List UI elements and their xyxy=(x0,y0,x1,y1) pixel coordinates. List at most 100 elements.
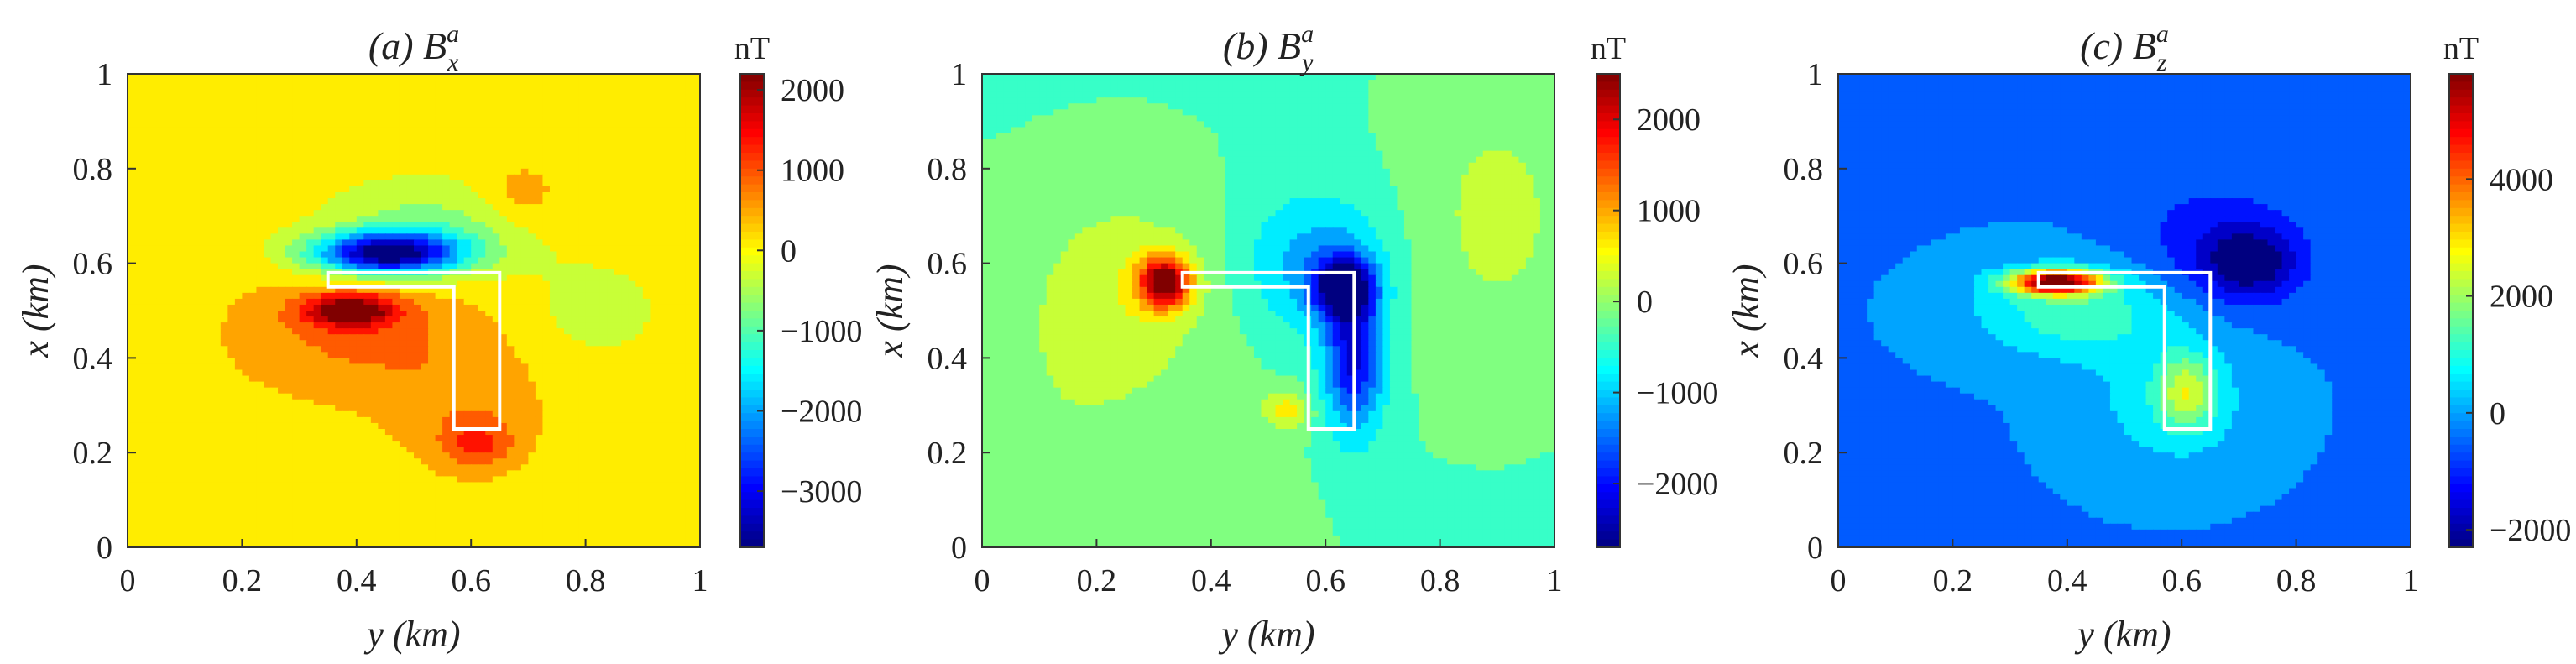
heatmap-cell xyxy=(242,292,250,300)
heatmap-cell xyxy=(270,292,279,300)
heatmap-cell xyxy=(492,168,501,175)
heatmap-cell xyxy=(671,405,680,412)
heatmap-cell xyxy=(535,280,544,288)
heatmap-cell xyxy=(285,311,293,317)
heatmap-cell xyxy=(628,322,637,329)
heatmap-cell xyxy=(442,204,451,211)
heatmap-cell xyxy=(692,286,700,294)
heatmap-cell xyxy=(406,127,415,134)
heatmap-cell xyxy=(220,251,229,259)
heatmap-cell xyxy=(442,180,451,187)
heatmap-cell xyxy=(234,441,243,447)
heatmap-cell xyxy=(256,216,264,223)
heatmap-cell xyxy=(685,150,694,158)
heatmap-cell xyxy=(206,340,215,348)
heatmap-cell xyxy=(685,381,694,389)
heatmap-cell xyxy=(463,292,472,300)
heatmap-cell xyxy=(128,180,136,187)
heatmap-cell xyxy=(185,274,193,282)
heatmap-cell xyxy=(506,121,515,128)
heatmap-cell xyxy=(542,227,551,235)
heatmap-cell xyxy=(213,86,222,92)
heatmap-cell xyxy=(599,369,608,377)
heatmap-cell xyxy=(163,334,171,342)
heatmap-cell xyxy=(492,198,501,205)
heatmap-cell xyxy=(449,74,457,81)
heatmap-cell xyxy=(321,162,329,170)
heatmap-cell xyxy=(485,245,494,253)
heatmap-cell xyxy=(199,222,207,229)
heatmap-cell xyxy=(499,162,508,170)
heatmap-cell xyxy=(549,435,558,442)
heatmap-cell xyxy=(514,204,522,211)
heatmap-cell xyxy=(227,316,236,323)
heatmap-cell xyxy=(378,144,386,152)
heatmap-cell xyxy=(170,210,179,217)
heatmap-cell xyxy=(142,405,150,412)
heatmap-cell xyxy=(535,192,544,199)
heatmap-cell xyxy=(256,127,264,134)
heatmap-cell xyxy=(363,304,372,311)
heatmap-cell xyxy=(599,358,608,365)
heatmap-cell xyxy=(306,91,315,98)
heatmap-cell xyxy=(614,263,623,270)
heatmap-cell xyxy=(642,387,651,395)
heatmap-cell xyxy=(134,103,143,111)
heatmap-cell xyxy=(156,245,165,253)
heatmap-cell xyxy=(457,387,465,395)
heatmap-cell xyxy=(199,251,207,259)
heatmap-cell xyxy=(650,251,658,259)
heatmap-cell xyxy=(621,139,630,146)
heatmap-cell xyxy=(399,239,408,247)
heatmap-cell xyxy=(177,316,186,323)
heatmap-cell xyxy=(628,316,637,323)
heatmap-cell xyxy=(671,416,680,424)
heatmap-cell xyxy=(256,375,264,383)
heatmap-cell xyxy=(485,91,494,98)
heatmap-cell xyxy=(206,263,215,270)
heatmap-cell xyxy=(406,369,415,377)
heatmap-cell xyxy=(170,186,179,193)
heatmap-cell xyxy=(664,334,672,342)
heatmap-cell xyxy=(585,174,593,181)
heatmap-cell xyxy=(349,316,358,323)
heatmap-cell xyxy=(299,168,307,175)
heatmap-cell xyxy=(614,399,623,406)
heatmap-cell xyxy=(421,192,429,199)
heatmap-cell xyxy=(399,150,408,158)
heatmap-cell xyxy=(499,180,508,187)
heatmap-cell xyxy=(656,192,666,199)
heatmap-cell xyxy=(248,233,258,241)
heatmap-cell xyxy=(514,393,522,400)
heatmap-cell xyxy=(593,239,601,247)
heatmap-cell xyxy=(242,375,250,383)
heatmap-cell xyxy=(321,280,329,288)
heatmap-cell xyxy=(542,387,551,395)
heatmap-cell xyxy=(520,410,530,418)
heatmap-cell xyxy=(499,239,508,247)
heatmap-cell xyxy=(299,316,307,323)
heatmap-cell xyxy=(134,239,143,247)
heatmap-cell xyxy=(349,375,358,383)
heatmap-cell xyxy=(206,192,215,199)
heatmap-cell xyxy=(692,97,700,105)
heatmap-cell xyxy=(299,180,307,187)
heatmap-cell xyxy=(349,227,358,235)
heatmap-cell xyxy=(671,156,680,164)
heatmap-cell xyxy=(134,322,143,329)
heatmap-cell xyxy=(471,387,479,395)
heatmap-cell xyxy=(270,121,279,128)
heatmap-cell xyxy=(578,393,587,400)
heatmap-cell xyxy=(435,74,443,81)
heatmap-cell xyxy=(213,358,222,365)
heatmap-cell xyxy=(256,103,264,111)
heatmap-cell xyxy=(428,286,436,294)
heatmap-cell xyxy=(270,393,279,400)
heatmap-cell xyxy=(478,274,487,282)
heatmap-cell xyxy=(149,322,157,329)
heatmap-cell xyxy=(191,441,201,447)
heatmap-cell xyxy=(142,121,150,128)
heatmap-cell xyxy=(149,429,157,436)
heatmap-cell xyxy=(564,180,572,187)
heatmap-cell xyxy=(128,251,136,259)
